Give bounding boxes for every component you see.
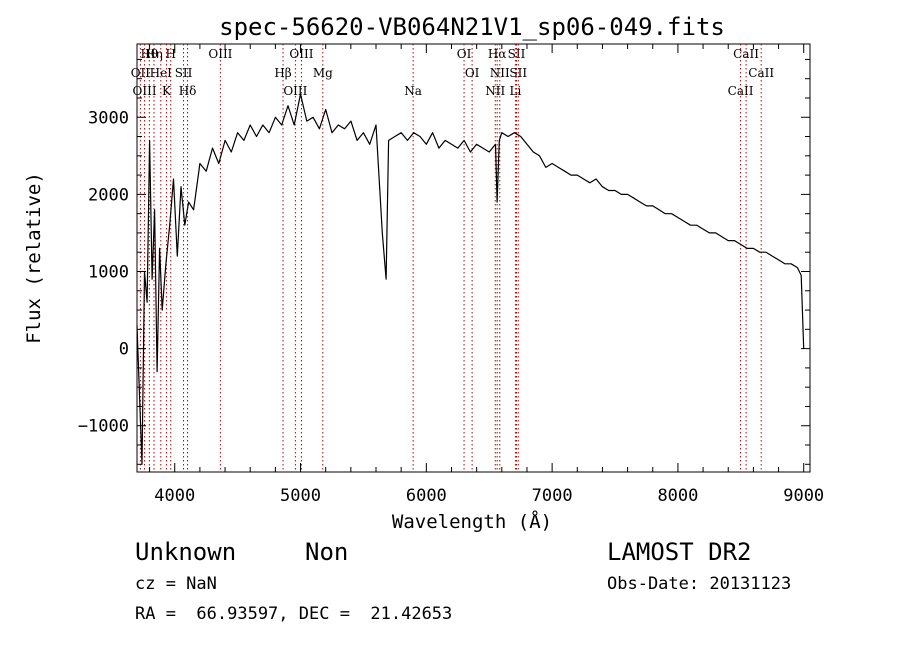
line-marker-label: SII — [509, 66, 527, 80]
x-tick-label: 9000 — [783, 486, 824, 506]
y-tick-label: −1000 — [78, 417, 129, 437]
redshift-cz: cz = NaN — [135, 574, 217, 594]
chart-title: spec-56620-VB064N21V1_sp06-049.fits — [219, 13, 725, 41]
line-marker-label: Hα — [488, 47, 507, 61]
line-marker-label: SII — [175, 66, 193, 80]
line-marker-label: SII — [508, 47, 526, 61]
line-marker-label: CaII — [728, 84, 754, 98]
line-marker-label: OIII — [133, 84, 157, 98]
y-tick-label: 3000 — [88, 108, 129, 128]
line-marker-label: H — [165, 47, 175, 61]
plot-frame — [136, 43, 811, 473]
line-marker-label: Li — [509, 84, 521, 98]
line-marker-label: CaII — [733, 47, 759, 61]
line-marker-label: NII — [490, 66, 510, 80]
line-marker-label: CaII — [748, 66, 774, 80]
x-tick-label: 6000 — [406, 486, 447, 506]
line-marker-label: OIII — [289, 47, 313, 61]
object-class: Unknown — [135, 538, 237, 566]
line-marker-label: HeI — [150, 66, 173, 80]
x-axis: 4000 5000 6000 7000 8000 9000 — [149, 44, 824, 506]
x-tick-label: 8000 — [657, 486, 698, 506]
y-tick-label: 0 — [119, 340, 129, 360]
x-tick-label: 7000 — [532, 486, 573, 506]
y-tick-label: 2000 — [88, 185, 129, 205]
line-marker-label: Hδ — [179, 84, 197, 98]
line-marker-label: Hβ — [274, 66, 291, 80]
line-marker-label: OIII — [208, 47, 232, 61]
observation-date: Obs-Date: 20131123 — [607, 574, 792, 594]
line-marker-label: K — [162, 84, 172, 98]
coordinates: RA = 66.93597, DEC = 21.42653 — [135, 604, 453, 624]
line-marker-label: Hη — [145, 47, 163, 61]
spectrum-line — [136, 93, 805, 465]
spectrum-series — [136, 93, 805, 465]
x-axis-label: Wavelength (Å) — [392, 510, 552, 533]
object-subclass: Non — [305, 538, 349, 566]
line-marker-label: OI — [457, 47, 472, 61]
y-axis-label: Flux (relative) — [23, 172, 45, 344]
line-marker-label: NII — [485, 84, 505, 98]
y-axis: −1000 0 1000 2000 3000 — [78, 58, 810, 465]
line-marker-label: Na — [404, 84, 422, 98]
x-tick-label: 5000 — [280, 486, 321, 506]
line-marker-label: OII — [131, 66, 151, 80]
line-marker-label: OIII — [283, 84, 307, 98]
line-marker-label: OI — [465, 66, 480, 80]
y-tick-label: 1000 — [88, 262, 129, 282]
line-markers: HθOIIOIIIHηHeIKHSIIHδOIIIHβOIIIOIIIMgNaO… — [131, 44, 774, 472]
line-marker-label: Mg — [313, 66, 333, 80]
x-tick-label: 4000 — [154, 486, 195, 506]
survey-name: LAMOST DR2 — [607, 538, 752, 566]
